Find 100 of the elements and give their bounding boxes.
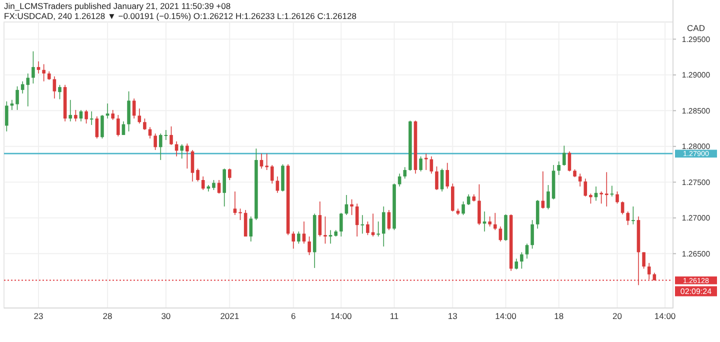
candlestick	[514, 258, 518, 270]
candlestick	[16, 86, 19, 110]
candlestick	[52, 76, 56, 99]
candlestick	[366, 221, 370, 236]
candlestick	[520, 252, 524, 270]
candlestick	[498, 226, 502, 242]
x-tick-label: 13	[448, 311, 458, 321]
candlestick	[318, 201, 322, 237]
candlestick	[212, 180, 216, 190]
candlestick	[382, 206, 386, 247]
candlestick	[398, 173, 402, 187]
candlestick	[562, 145, 566, 166]
candlestick	[244, 210, 248, 237]
candlestick	[249, 216, 253, 242]
candlestick	[462, 201, 465, 216]
candlestick	[589, 193, 592, 204]
candlestick	[610, 185, 614, 197]
x-tick-label: 14:00	[654, 311, 676, 321]
candlestick	[440, 168, 444, 192]
candlestick	[488, 216, 492, 227]
candlestick	[217, 180, 221, 194]
x-tick-label: 11	[390, 311, 399, 321]
candlestick	[632, 206, 635, 225]
candlestick	[546, 184, 550, 210]
candlestick	[620, 201, 624, 215]
candlestick	[536, 200, 540, 230]
candlestick	[5, 100, 8, 132]
chart-title: FX:USDCAD, 240 1.26128 ▼ −0.00191 (−0.15%) O:1.26212 H:1.26233 L:1.26126 C:1.26128	[4, 11, 357, 21]
candlestick	[154, 133, 157, 150]
candlestick	[324, 216, 327, 244]
candlestick	[419, 156, 422, 172]
candlestick	[270, 164, 274, 184]
candlestick	[403, 166, 407, 179]
candlestick	[584, 178, 588, 197]
x-tick-label: 30	[161, 311, 171, 321]
candlestick	[68, 100, 72, 122]
candlestick	[626, 211, 630, 226]
candlestick	[260, 153, 264, 169]
candlestick	[20, 80, 24, 94]
candlestick	[233, 191, 237, 216]
candlestick	[600, 191, 603, 204]
candlestick	[32, 50, 35, 84]
candlestick	[90, 110, 94, 126]
x-tick-label: 23	[34, 311, 44, 321]
candlestick	[196, 168, 200, 182]
candlestick	[122, 120, 126, 136]
candlestick	[557, 161, 560, 176]
x-tick-label: 14:00	[330, 311, 352, 321]
candlestick	[355, 203, 359, 237]
candlestick	[308, 236, 311, 256]
candlestick	[478, 184, 481, 226]
candlestick	[297, 231, 300, 244]
candlestick	[371, 213, 375, 237]
x-tick-label: 20	[612, 311, 622, 321]
x-tick-label: 6	[291, 311, 296, 321]
candlestick	[387, 210, 391, 230]
candlestick	[190, 150, 194, 182]
candlestick	[100, 114, 104, 139]
candlestick	[26, 73, 30, 107]
candlestick	[186, 143, 189, 169]
candlestick	[376, 221, 380, 237]
candlestick	[302, 221, 306, 244]
text: CAD	[687, 23, 705, 33]
candlestick	[228, 168, 232, 180]
candlestick	[180, 144, 184, 159]
candlestick	[222, 168, 226, 207]
candlestick	[642, 252, 646, 270]
candlestick	[446, 162, 449, 189]
candlestick	[435, 166, 438, 190]
candlestick	[58, 84, 62, 100]
candlestick	[276, 176, 280, 194]
candlestick	[292, 231, 296, 250]
candlestick	[127, 90, 130, 132]
x-tick-label: 14:00	[495, 311, 517, 321]
x-tick-label: 28	[102, 311, 113, 321]
candlestick	[360, 214, 364, 234]
candlestick	[42, 64, 46, 82]
candlestick	[158, 133, 162, 160]
candlestick	[493, 212, 497, 230]
candlestick	[95, 116, 99, 139]
candlestick	[170, 126, 173, 146]
x-tick-label: 18	[554, 311, 564, 321]
candlestick	[530, 220, 534, 250]
candlestick	[265, 153, 268, 170]
candlestick	[350, 198, 354, 216]
text: 02:09:24	[680, 287, 712, 296]
candlestick	[578, 173, 582, 187]
candlestick	[74, 110, 78, 122]
candlestick	[138, 108, 142, 124]
candlestick	[238, 208, 242, 220]
candlestick	[111, 110, 114, 120]
candlestick	[201, 176, 205, 190]
candlestick	[328, 230, 332, 244]
candlestick	[466, 194, 470, 206]
candlestick	[116, 114, 120, 137]
candlestick	[36, 60, 40, 74]
candlestick	[424, 153, 428, 170]
candlestick	[164, 130, 168, 140]
candlestick	[132, 98, 136, 119]
candlestick	[84, 110, 88, 124]
